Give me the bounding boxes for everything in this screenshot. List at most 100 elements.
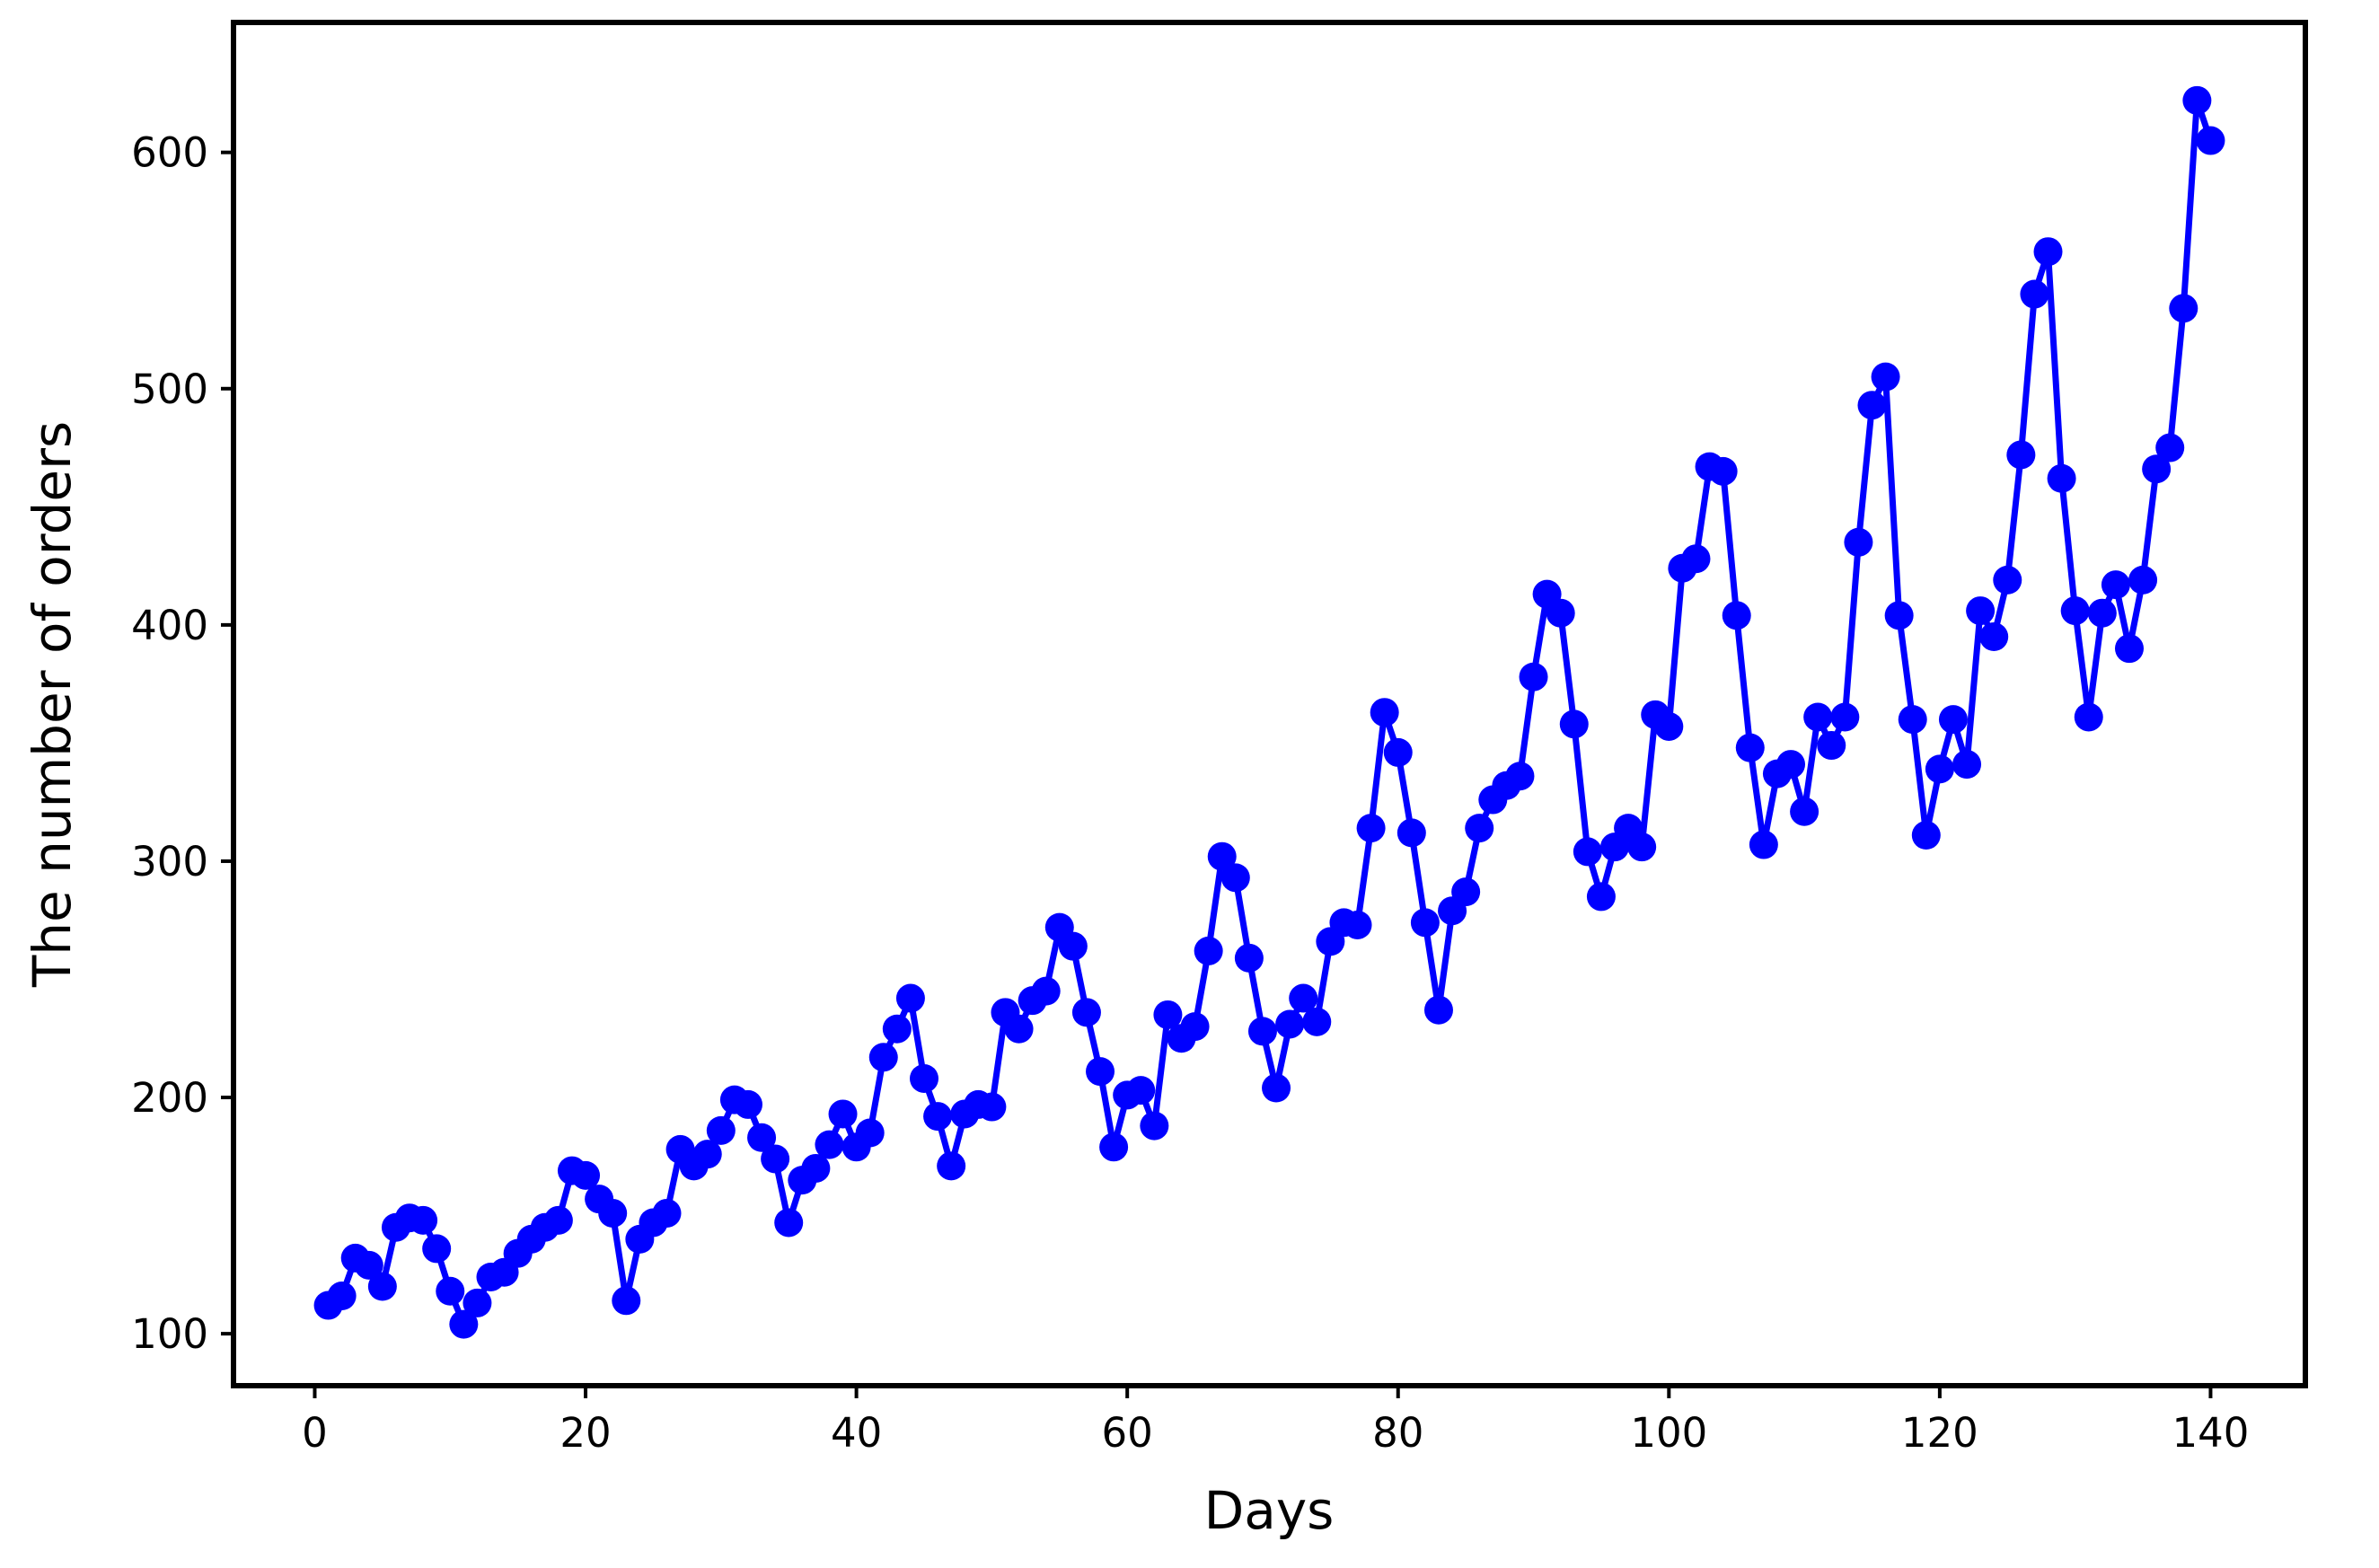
- data-point: [1830, 702, 1860, 732]
- data-point: [1140, 1111, 1169, 1141]
- data-point: [733, 1089, 762, 1119]
- data-point: [354, 1250, 383, 1280]
- data-point: [937, 1151, 966, 1181]
- data-point: [1086, 1057, 1115, 1087]
- data-point: [1220, 863, 1250, 893]
- data-point: [910, 1063, 938, 1093]
- data-point: [747, 1123, 777, 1152]
- data-point: [1343, 910, 1372, 939]
- data-point: [1884, 601, 1914, 630]
- data-point: [1153, 1000, 1183, 1029]
- data-point: [761, 1144, 790, 1174]
- data-point: [1844, 527, 1873, 557]
- data-point: [855, 1118, 885, 1148]
- data-point: [1519, 662, 1548, 692]
- data-point: [598, 1198, 628, 1228]
- y-tick-label: 400: [131, 602, 208, 649]
- data-point: [1234, 943, 1264, 973]
- y-tick-label: 600: [131, 129, 208, 177]
- data-point: [1275, 1009, 1305, 1039]
- data-point: [2155, 433, 2185, 462]
- data-point: [1180, 1012, 1210, 1042]
- data-point: [1356, 814, 1386, 843]
- data-point: [2169, 294, 2198, 323]
- data-point: [1505, 762, 1535, 791]
- data-point: [2142, 454, 2172, 484]
- x-tick-label: 140: [2172, 1409, 2249, 1457]
- data-point: [1952, 750, 1982, 780]
- plot-area: 0 20 40 60 80 100 120 140 100 200 300 400 500 600: [131, 20, 2308, 1457]
- data-point: [1126, 1076, 1156, 1106]
- data-point: [1559, 709, 1589, 739]
- data-point: [977, 1092, 1007, 1122]
- y-tick-label: 200: [131, 1074, 208, 1122]
- data-point: [1979, 622, 2009, 652]
- data-point: [1370, 698, 1399, 727]
- data-point: [1966, 596, 1996, 626]
- data-point: [1302, 1007, 1332, 1036]
- data-point: [2101, 570, 2130, 600]
- data-point: [449, 1309, 479, 1339]
- data-point: [652, 1198, 682, 1228]
- data-point: [1911, 821, 1941, 850]
- data-point: [2182, 85, 2212, 115]
- x-tick-label: 0: [302, 1409, 328, 1457]
- data-point: [1207, 841, 1237, 871]
- data-point: [2087, 598, 2117, 628]
- x-tick-label: 120: [1901, 1409, 1978, 1457]
- data-point: [2020, 279, 2049, 309]
- y-axis-label: The number of orders: [22, 421, 83, 988]
- data-point: [1803, 702, 1833, 732]
- data-point: [1735, 733, 1765, 762]
- data-point: [409, 1205, 438, 1235]
- y-tick-label: 500: [131, 366, 208, 413]
- data-point: [1925, 754, 1954, 784]
- data-point: [2033, 237, 2063, 267]
- data-point: [1451, 877, 1481, 907]
- x-tick-label: 60: [1102, 1409, 1153, 1457]
- data-point: [1194, 936, 1223, 965]
- data-line: [325, 97, 2214, 1328]
- data-point: [327, 1282, 357, 1311]
- data-point: [868, 1043, 898, 1072]
- y-tick-label: 300: [131, 838, 208, 885]
- data-point: [1708, 456, 1738, 486]
- data-point: [1410, 908, 1440, 938]
- data-point: [1898, 705, 1927, 735]
- x-axis-label: Days: [1204, 1480, 1335, 1541]
- data-point: [1058, 931, 1088, 961]
- data-point: [436, 1276, 465, 1306]
- data-point: [2060, 596, 2090, 626]
- data-point: [1262, 1073, 1291, 1103]
- data-point: [1776, 750, 1806, 780]
- data-point: [1790, 797, 1819, 826]
- data-point: [2047, 463, 2076, 493]
- data-point: [706, 1115, 736, 1145]
- data-point: [1099, 1132, 1129, 1162]
- x-tick-label: 40: [831, 1409, 882, 1457]
- data-point: [543, 1205, 573, 1235]
- data-point: [1586, 882, 1616, 912]
- data-point: [1031, 976, 1061, 1006]
- data-point: [1722, 601, 1751, 630]
- data-point: [1938, 705, 1968, 735]
- data-point: [2196, 126, 2225, 155]
- data-point: [612, 1286, 641, 1316]
- data-point: [1857, 391, 1887, 420]
- data-point: [463, 1288, 492, 1317]
- x-tick-label: 80: [1372, 1409, 1423, 1457]
- data-point: [895, 983, 925, 1013]
- data-point: [923, 1102, 953, 1132]
- data-point: [2006, 440, 2036, 470]
- data-point: [882, 1014, 912, 1044]
- x-tick-label: 100: [1630, 1409, 1707, 1457]
- data-point: [692, 1140, 722, 1169]
- data-point: [1071, 998, 1101, 1027]
- data-point: [2114, 634, 2144, 664]
- data-point: [774, 1208, 804, 1238]
- plot-frame: [231, 20, 2308, 1388]
- data-point: [1573, 837, 1602, 867]
- data-point: [2128, 565, 2158, 595]
